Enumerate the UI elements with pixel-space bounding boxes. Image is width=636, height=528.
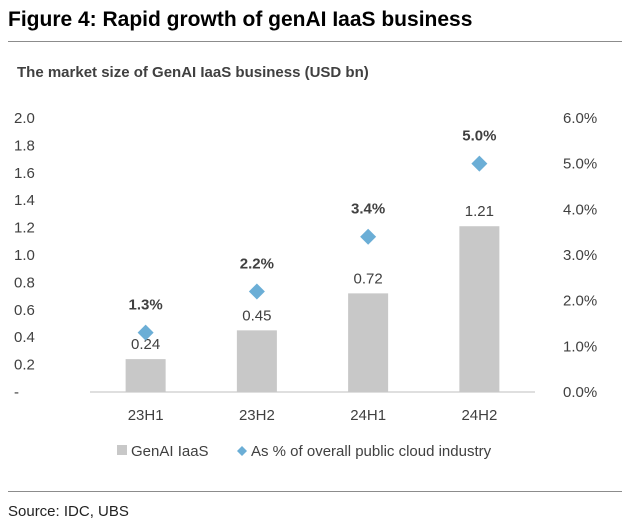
y-left-tick-label: 0.4 <box>14 329 35 346</box>
pct-value-label: 5.0% <box>462 128 496 145</box>
bar-value-label: 0.45 <box>242 307 271 324</box>
figure-title: Figure 4: Rapid growth of genAI IaaS bus… <box>8 8 473 31</box>
y-left-tick-label: - <box>14 384 19 401</box>
x-tick-label: 24H2 <box>461 407 497 424</box>
pct-marker-diamond <box>471 155 488 172</box>
pct-value-label: 3.4% <box>351 201 385 218</box>
x-tick-label: 24H1 <box>350 407 386 424</box>
legend-diamond-swatch <box>237 446 247 456</box>
pct-marker-diamond <box>137 324 154 341</box>
legend-pct-label: As % of overall public cloud industry <box>251 443 492 460</box>
pct-marker-diamond <box>360 228 377 245</box>
bar-genai-iaas <box>236 330 277 392</box>
bar-value-label: 0.24 <box>131 336 160 353</box>
legend-bar-label: GenAI IaaS <box>131 443 209 460</box>
y-right-tick-label: 4.0% <box>563 201 597 218</box>
x-tick-label: 23H2 <box>239 407 275 424</box>
title-rule <box>8 41 622 42</box>
y-left-tick-label: 1.0 <box>14 247 35 264</box>
y-right-tick-label: 6.0% <box>563 110 597 127</box>
pct-value-label: 2.2% <box>240 256 274 273</box>
y-left-tick-label: 1.6 <box>14 165 35 182</box>
bar-genai-iaas <box>348 293 389 392</box>
x-tick-label: 23H1 <box>128 407 164 424</box>
bar-value-label: 0.72 <box>354 270 383 287</box>
pct-marker-diamond <box>248 283 265 300</box>
y-left-tick-label: 2.0 <box>14 110 35 127</box>
bar-genai-iaas <box>459 226 500 392</box>
y-right-tick-label: 3.0% <box>563 247 597 264</box>
source-rule <box>8 491 622 492</box>
y-right-tick-label: 0.0% <box>563 384 597 401</box>
chart-subtitle: The market size of GenAI IaaS business (… <box>17 64 369 81</box>
y-left-tick-label: 0.8 <box>14 274 35 291</box>
bar-genai-iaas <box>125 359 166 392</box>
source-note: Source: IDC, UBS <box>8 503 129 520</box>
y-left-tick-label: 1.4 <box>14 192 35 209</box>
y-left-tick-label: 1.2 <box>14 220 35 237</box>
y-left-tick-label: 0.2 <box>14 357 35 374</box>
legend-bar-swatch <box>117 445 127 455</box>
y-right-tick-label: 5.0% <box>563 156 597 173</box>
y-right-tick-label: 2.0% <box>563 293 597 310</box>
bar-value-label: 1.21 <box>465 203 494 220</box>
y-left-tick-label: 1.8 <box>14 137 35 154</box>
y-left-tick-label: 0.6 <box>14 302 35 319</box>
y-right-tick-label: 1.0% <box>563 338 597 355</box>
pct-value-label: 1.3% <box>129 297 163 314</box>
